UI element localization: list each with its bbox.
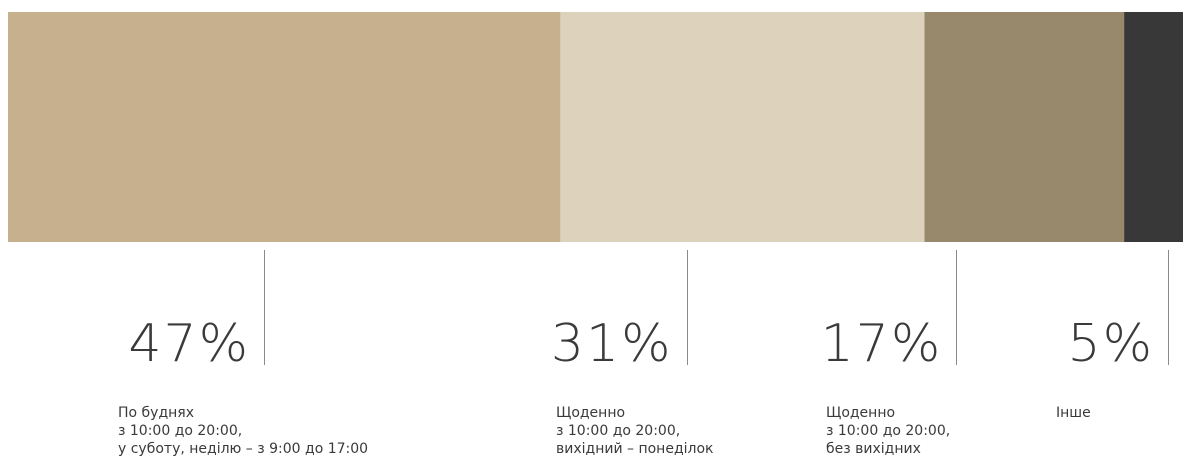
divider-line-weekdays bbox=[264, 250, 265, 365]
description-weekdays: По буднях з 10:00 до 20:00, у суботу, не… bbox=[118, 405, 369, 457]
description-daily-monday-off: Щоденно з 10:00 до 20:00, вихідний – пон… bbox=[556, 405, 714, 457]
bar-segment-weekdays bbox=[8, 12, 561, 242]
description-other: Інше bbox=[1056, 405, 1091, 421]
divider-line-daily-monday-off bbox=[686, 250, 688, 365]
percent-label-other: 5% bbox=[1067, 314, 1154, 374]
bar-segment-daily-monday-off bbox=[560, 12, 925, 242]
divider-line-daily-no-days-off bbox=[956, 250, 958, 365]
divider-line-other bbox=[1168, 250, 1169, 365]
bar-segment-other bbox=[1124, 12, 1183, 242]
stacked-bar-chart bbox=[8, 12, 1183, 242]
percent-label-weekdays: 47% bbox=[128, 314, 250, 374]
bar-segment-daily-no-days-off bbox=[924, 12, 1125, 242]
percent-label-daily-no-days-off: 17% bbox=[820, 314, 943, 374]
description-daily-no-days-off: Щоденно з 10:00 до 20:00, без вихідних bbox=[826, 405, 951, 457]
percent-label-daily-monday-off: 31% bbox=[550, 314, 673, 374]
